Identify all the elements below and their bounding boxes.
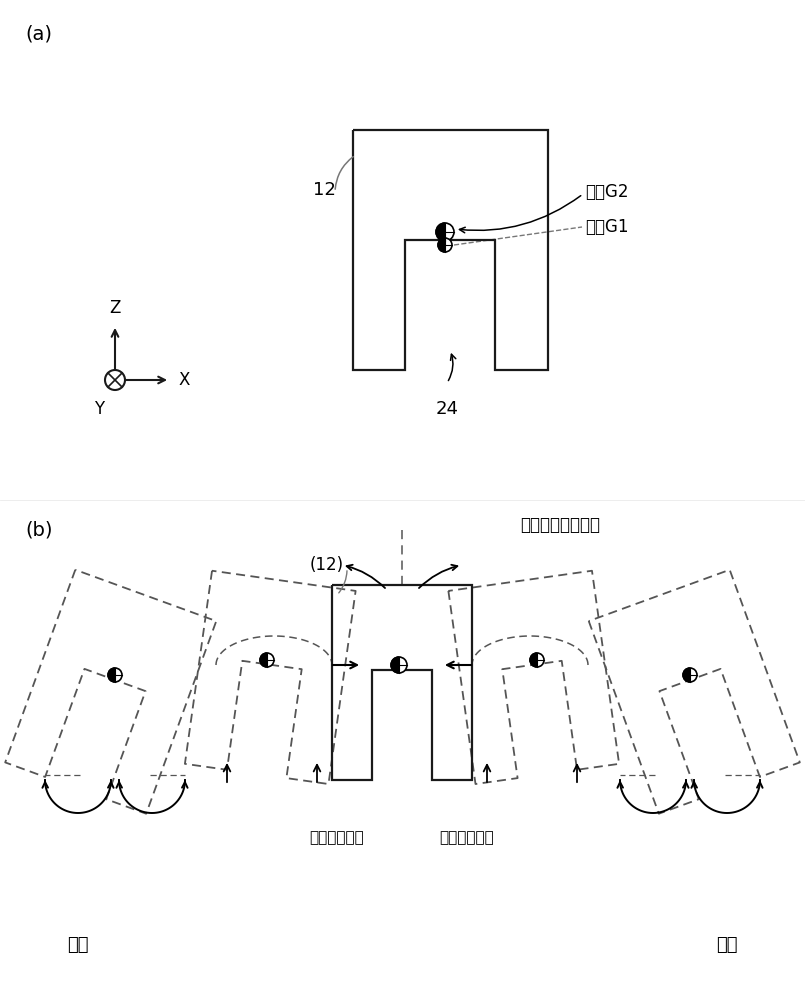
Circle shape [260, 653, 274, 667]
Text: 振动位移方向: 振动位移方向 [440, 830, 494, 845]
Wedge shape [530, 653, 537, 667]
Text: 弯矩: 弯矩 [68, 936, 89, 954]
Text: 12: 12 [313, 181, 336, 199]
Circle shape [391, 657, 407, 673]
Wedge shape [391, 657, 399, 673]
Text: 弯矩: 弯矩 [716, 936, 737, 954]
Wedge shape [260, 653, 267, 667]
Text: (a): (a) [25, 25, 52, 44]
Text: (b): (b) [25, 520, 52, 539]
Text: Y: Y [94, 400, 104, 418]
Text: 扭转振动位移方向: 扭转振动位移方向 [520, 516, 600, 534]
Text: 重心G2: 重心G2 [585, 183, 629, 201]
Text: X: X [178, 371, 189, 389]
Text: 24: 24 [436, 400, 459, 418]
Text: 重心G1: 重心G1 [585, 218, 629, 236]
Circle shape [438, 238, 452, 252]
Circle shape [105, 370, 125, 390]
Text: Z: Z [109, 299, 121, 317]
Wedge shape [683, 668, 690, 682]
Circle shape [683, 668, 697, 682]
Wedge shape [436, 223, 445, 241]
Circle shape [436, 223, 454, 241]
Text: 振动位移方向: 振动位移方向 [310, 830, 365, 845]
Circle shape [108, 668, 122, 682]
Circle shape [530, 653, 544, 667]
Wedge shape [438, 238, 445, 252]
Wedge shape [108, 668, 115, 682]
Text: (12): (12) [310, 556, 344, 574]
